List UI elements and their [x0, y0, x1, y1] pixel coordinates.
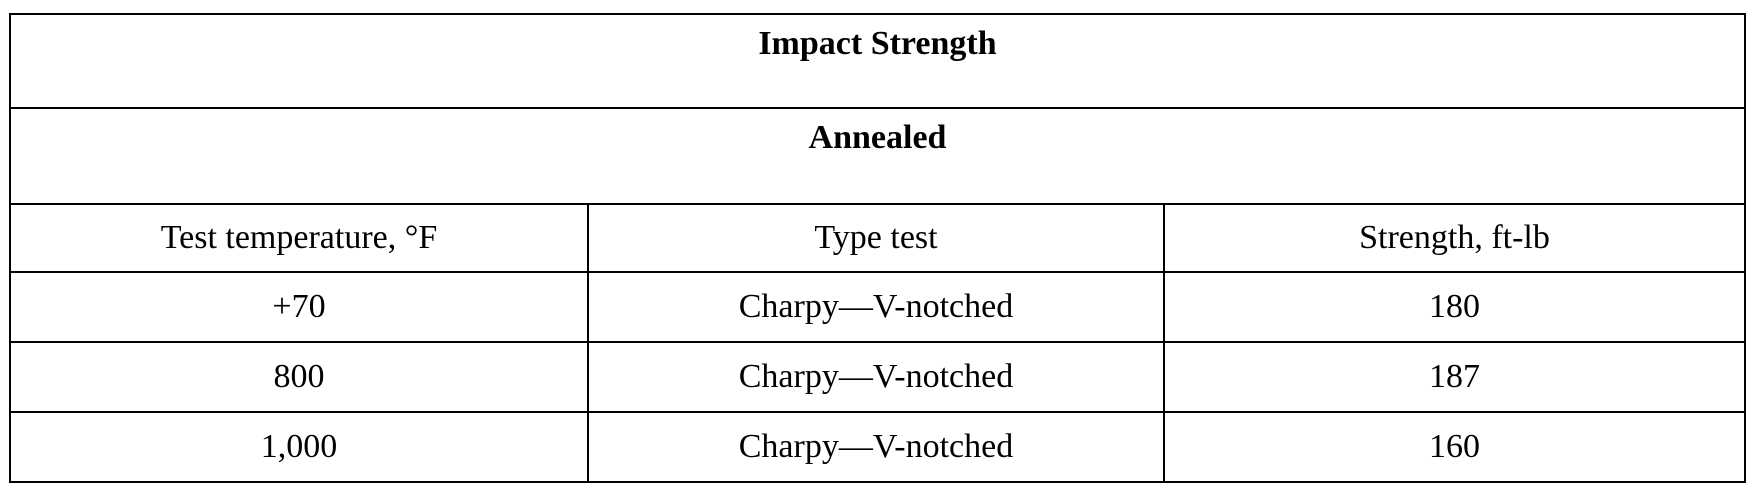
column-header: Type test [588, 204, 1164, 272]
impact-table: Impact Strength Annealed Test temperatur… [9, 13, 1746, 483]
subtitle-row: Annealed [10, 108, 1745, 204]
cell: Charpy—V-notched [588, 412, 1164, 482]
data-row: +70Charpy—V-notched180 [10, 272, 1745, 342]
table-title: Impact Strength [10, 14, 1745, 108]
cell: 180 [1164, 272, 1745, 342]
data-row: 800Charpy—V-notched187 [10, 342, 1745, 412]
cell: Charpy—V-notched [588, 272, 1164, 342]
column-header: Strength, ft-lb [1164, 204, 1745, 272]
cell: 160 [1164, 412, 1745, 482]
column-header: Test temperature, °F [10, 204, 588, 272]
cell: 187 [1164, 342, 1745, 412]
table-body: Impact Strength Annealed Test temperatur… [10, 14, 1745, 482]
data-row: 1,000Charpy—V-notched160 [10, 412, 1745, 482]
cell: 1,000 [10, 412, 588, 482]
header-row: Test temperature, °FType testStrength, f… [10, 204, 1745, 272]
table-subtitle: Annealed [10, 108, 1745, 204]
cell: 800 [10, 342, 588, 412]
cell: +70 [10, 272, 588, 342]
cell: Charpy—V-notched [588, 342, 1164, 412]
title-row: Impact Strength [10, 14, 1745, 108]
